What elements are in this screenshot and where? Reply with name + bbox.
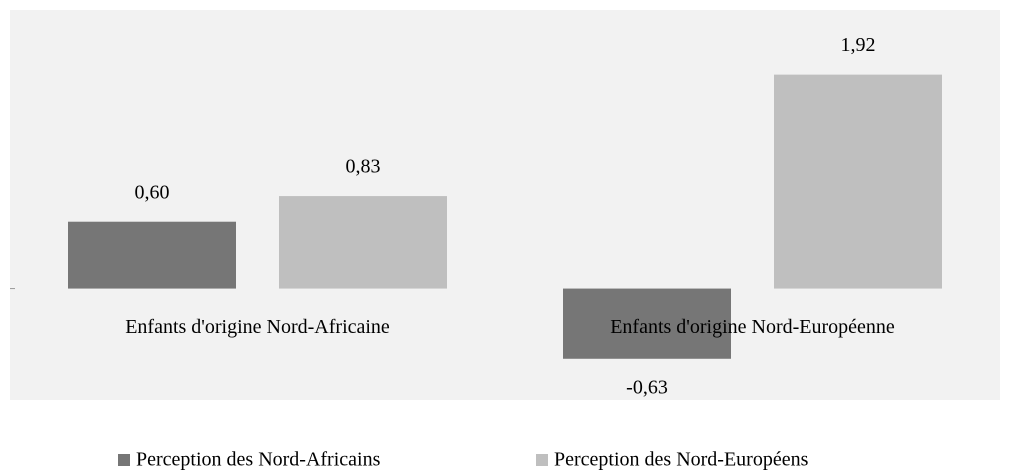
data-label: 1,92 xyxy=(841,34,876,56)
data-label: -0,63 xyxy=(626,376,668,398)
legend-label: Perception des Nord-Africains xyxy=(136,449,381,471)
legend-label: Perception des Nord-Européens xyxy=(554,449,809,471)
x-tick-label: Enfants d'origine Nord-Africaine xyxy=(125,316,390,338)
bar xyxy=(563,288,731,359)
bar xyxy=(68,221,236,289)
legend-swatch xyxy=(536,454,548,466)
bar xyxy=(774,74,942,289)
data-label: 0,60 xyxy=(135,181,170,203)
legend-swatch xyxy=(118,454,130,466)
data-label: 0,83 xyxy=(346,156,381,178)
x-tick-label: Enfants d'origine Nord-Européenne xyxy=(610,316,895,338)
bar xyxy=(279,196,447,289)
